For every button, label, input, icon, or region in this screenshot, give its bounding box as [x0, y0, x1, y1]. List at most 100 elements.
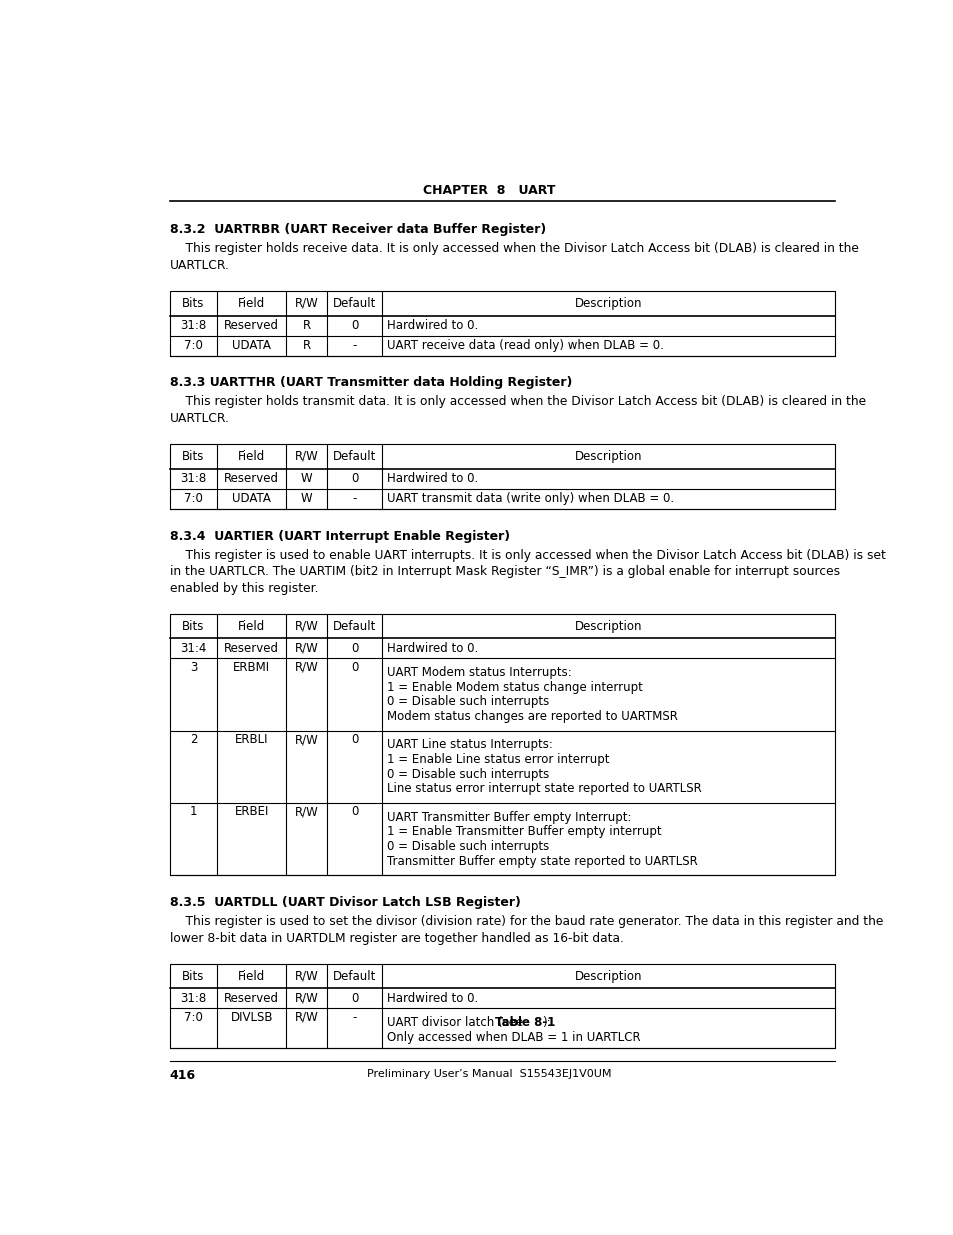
Text: Default: Default	[333, 969, 375, 983]
Text: 7:0: 7:0	[184, 492, 203, 505]
Text: 0: 0	[351, 472, 357, 485]
Text: 8.3.2  UARTRBR (UART Receiver data Buffer Register): 8.3.2 UARTRBR (UART Receiver data Buffer…	[170, 224, 545, 236]
Text: Transmitter Buffer empty state reported to UARTLSR: Transmitter Buffer empty state reported …	[387, 855, 697, 868]
Text: R/W: R/W	[294, 661, 318, 674]
Text: Field: Field	[238, 450, 265, 463]
Text: CHAPTER  8   UART: CHAPTER 8 UART	[422, 184, 555, 198]
Text: Table 8-1: Table 8-1	[495, 1016, 556, 1029]
Text: 0: 0	[351, 319, 357, 332]
Text: Description: Description	[574, 296, 641, 310]
Text: in the UARTLCR. The UARTIM (bit2 in Interrupt Mask Register “S_IMR”) is a global: in the UARTLCR. The UARTIM (bit2 in Inte…	[170, 566, 839, 578]
Text: UARTLCR.: UARTLCR.	[170, 259, 229, 272]
Text: UART receive data (read only) when DLAB = 0.: UART receive data (read only) when DLAB …	[387, 340, 663, 352]
Text: Hardwired to 0.: Hardwired to 0.	[387, 472, 477, 485]
Text: -: -	[352, 340, 356, 352]
Text: 0: 0	[351, 642, 357, 655]
Text: R/W: R/W	[294, 296, 318, 310]
Text: Bits: Bits	[182, 969, 205, 983]
Text: UART Modem status Interrupts:: UART Modem status Interrupts:	[387, 666, 571, 679]
Text: DIVLSB: DIVLSB	[231, 1010, 273, 1024]
Text: R/W: R/W	[294, 620, 318, 632]
Bar	[170, 291, 834, 356]
Text: W: W	[300, 472, 312, 485]
Text: R: R	[302, 319, 311, 332]
Text: 0: 0	[351, 805, 357, 819]
Bar	[170, 963, 834, 1049]
Text: 31:8: 31:8	[180, 992, 207, 1005]
Text: Field: Field	[238, 620, 265, 632]
Text: This register is used to set the divisor (division rate) for the baud rate gener: This register is used to set the divisor…	[170, 915, 882, 929]
Text: enabled by this register.: enabled by this register.	[170, 582, 317, 595]
Text: UDATA: UDATA	[232, 340, 271, 352]
Text: 7:0: 7:0	[184, 340, 203, 352]
Text: R/W: R/W	[294, 450, 318, 463]
Text: 2: 2	[190, 734, 197, 746]
Text: R/W: R/W	[294, 734, 318, 746]
Text: lower 8-bit data in UARTDLM register are together handled as 16-bit data.: lower 8-bit data in UARTDLM register are…	[170, 931, 622, 945]
Text: This register holds transmit data. It is only accessed when the Divisor Latch Ac: This register holds transmit data. It is…	[170, 395, 864, 409]
Text: 0 = Disable such interrupts: 0 = Disable such interrupts	[387, 768, 549, 781]
Text: ERBMI: ERBMI	[233, 661, 270, 674]
Text: 31:4: 31:4	[180, 642, 207, 655]
Text: This register holds receive data. It is only accessed when the Divisor Latch Acc: This register holds receive data. It is …	[170, 242, 858, 256]
Text: UDATA: UDATA	[232, 492, 271, 505]
Text: Description: Description	[574, 969, 641, 983]
Text: UARTLCR.: UARTLCR.	[170, 412, 229, 425]
Text: Reserved: Reserved	[224, 642, 279, 655]
Text: 1 = Enable Line status error interrupt: 1 = Enable Line status error interrupt	[387, 753, 609, 766]
Text: This register is used to enable UART interrupts. It is only accessed when the Di: This register is used to enable UART int…	[170, 548, 884, 562]
Text: Default: Default	[333, 296, 375, 310]
Text: 8.3.4  UARTIER (UART Interrupt Enable Register): 8.3.4 UARTIER (UART Interrupt Enable Reg…	[170, 530, 509, 542]
Text: 8.3.3 UARTTHR (UART Transmitter data Holding Register): 8.3.3 UARTTHR (UART Transmitter data Hol…	[170, 377, 571, 389]
Text: R/W: R/W	[294, 805, 318, 819]
Text: Default: Default	[333, 450, 375, 463]
Text: 1: 1	[190, 805, 197, 819]
Text: R/W: R/W	[294, 992, 318, 1005]
Bar	[170, 443, 834, 509]
Text: UART Transmitter Buffer empty Interrupt:: UART Transmitter Buffer empty Interrupt:	[387, 810, 631, 824]
Text: Reserved: Reserved	[224, 992, 279, 1005]
Text: Hardwired to 0.: Hardwired to 0.	[387, 319, 477, 332]
Text: Default: Default	[333, 620, 375, 632]
Text: 8.3.5  UARTDLL (UART Divisor Latch LSB Register): 8.3.5 UARTDLL (UART Divisor Latch LSB Re…	[170, 897, 519, 909]
Text: 0: 0	[351, 992, 357, 1005]
Text: Reserved: Reserved	[224, 472, 279, 485]
Text: ERBEI: ERBEI	[234, 805, 269, 819]
Text: W: W	[300, 492, 312, 505]
Text: R/W: R/W	[294, 1010, 318, 1024]
Text: UART divisor latch (see: UART divisor latch (see	[387, 1016, 526, 1029]
Text: 1 = Enable Transmitter Buffer empty interrupt: 1 = Enable Transmitter Buffer empty inte…	[387, 825, 660, 839]
Text: 3: 3	[190, 661, 197, 674]
Text: 416: 416	[170, 1068, 195, 1082]
Text: R/W: R/W	[294, 969, 318, 983]
Text: 7:0: 7:0	[184, 1010, 203, 1024]
Text: 0 = Disable such interrupts: 0 = Disable such interrupts	[387, 840, 549, 853]
Text: UART transmit data (write only) when DLAB = 0.: UART transmit data (write only) when DLA…	[387, 492, 674, 505]
Text: Hardwired to 0.: Hardwired to 0.	[387, 642, 477, 655]
Text: ERBLI: ERBLI	[234, 734, 268, 746]
Bar	[170, 614, 834, 876]
Text: R: R	[302, 340, 311, 352]
Text: Description: Description	[574, 620, 641, 632]
Text: Bits: Bits	[182, 450, 205, 463]
Text: Line status error interrupt state reported to UARTLSR: Line status error interrupt state report…	[387, 783, 701, 795]
Text: Hardwired to 0.: Hardwired to 0.	[387, 992, 477, 1005]
Text: 0 = Disable such interrupts: 0 = Disable such interrupts	[387, 695, 549, 709]
Text: ):: ):	[541, 1016, 550, 1029]
Text: 0: 0	[351, 661, 357, 674]
Text: Description: Description	[574, 450, 641, 463]
Text: Modem status changes are reported to UARTMSR: Modem status changes are reported to UAR…	[387, 710, 678, 724]
Text: -: -	[352, 1010, 356, 1024]
Text: Field: Field	[238, 296, 265, 310]
Text: Only accessed when DLAB = 1 in UARTLCR: Only accessed when DLAB = 1 in UARTLCR	[387, 1031, 639, 1044]
Text: Preliminary User’s Manual  S15543EJ1V0UM: Preliminary User’s Manual S15543EJ1V0UM	[366, 1068, 611, 1078]
Text: Bits: Bits	[182, 296, 205, 310]
Text: Field: Field	[238, 969, 265, 983]
Text: 31:8: 31:8	[180, 472, 207, 485]
Text: 1 = Enable Modem status change interrupt: 1 = Enable Modem status change interrupt	[387, 680, 642, 694]
Text: UART Line status Interrupts:: UART Line status Interrupts:	[387, 739, 553, 751]
Text: 31:8: 31:8	[180, 319, 207, 332]
Text: Bits: Bits	[182, 620, 205, 632]
Text: R/W: R/W	[294, 642, 318, 655]
Text: -: -	[352, 492, 356, 505]
